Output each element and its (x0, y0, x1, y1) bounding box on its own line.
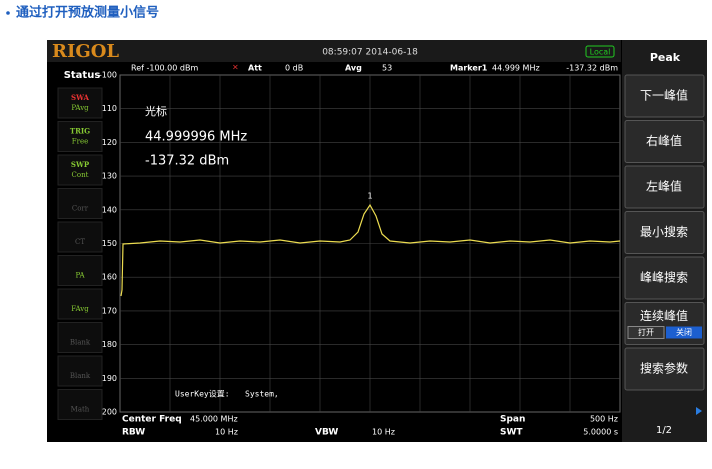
marker-amp: -137.32 dBm (566, 64, 618, 73)
toggle-on-bg (627, 326, 665, 339)
instrument-screen (47, 40, 707, 442)
menu-label[interactable]: 搜索参数 (640, 361, 688, 376)
marker-box-freq: 44.999996 MHz (145, 130, 247, 145)
status-item (57, 288, 103, 320)
bullet (6, 11, 10, 15)
status-item (57, 121, 103, 152)
menu-label[interactable]: 下一峰值 (640, 88, 688, 103)
menu-button[interactable] (624, 165, 705, 209)
y-tick-label: -180 (99, 340, 117, 349)
status-title: Status (64, 70, 101, 81)
marker-box-label: 光标 (145, 104, 167, 118)
y-tick-label: -160 (99, 273, 117, 282)
status-text: PAvg (71, 104, 89, 112)
y-tick-label: -150 (99, 239, 117, 248)
status-text: Blank (70, 372, 91, 380)
datetime: 08:59:07 2014-06-18 (322, 48, 418, 58)
att-star: × (232, 63, 239, 72)
avg: 53 (382, 64, 392, 73)
y-tick-label: -100 (99, 71, 117, 80)
y-tick-label: -120 (99, 138, 117, 147)
status-text: Blank (70, 339, 91, 347)
rbw-label: RBW (122, 428, 145, 438)
att-label: Att (248, 64, 262, 73)
y-tick-label: -130 (99, 172, 117, 181)
status-item (57, 389, 103, 420)
span-label: Span (500, 415, 525, 425)
menu-page: 1/2 (656, 425, 672, 436)
more-arrow (696, 407, 702, 415)
status-item (57, 322, 103, 353)
status-text: Corr (72, 205, 89, 213)
status-item (57, 188, 103, 219)
avg-label: Avg (345, 64, 362, 73)
marker-box-amp: -137.32 dBm (145, 154, 229, 169)
swt: 5.0000 s (583, 428, 618, 437)
y-tick-label: -170 (99, 306, 117, 315)
status-item (57, 355, 103, 387)
ref: Ref -100.00 dBm (131, 64, 198, 73)
y-tick-label: -190 (99, 374, 117, 383)
trace (120, 203, 621, 297)
status-item (57, 221, 103, 253)
toggle-off: 关闭 (676, 327, 692, 337)
center-label: Center Freq (122, 415, 182, 425)
status-item (57, 154, 103, 186)
rbw: 10 Hz (215, 428, 238, 437)
status-item (57, 87, 103, 119)
swt-label: SWT (500, 428, 523, 438)
menu-button[interactable] (624, 120, 705, 163)
status-text: PA (75, 272, 85, 280)
y-tick-label: -110 (99, 104, 117, 113)
menu-button[interactable] (624, 211, 705, 254)
menu-button[interactable] (624, 74, 705, 118)
status-text: FAvg (71, 305, 89, 313)
center: 45.000 MHz (190, 415, 238, 424)
y-tick-label: -140 (99, 205, 117, 214)
status-text: Free (72, 138, 89, 146)
status-text: TRIG (70, 127, 90, 136)
brand: RIGOL (52, 41, 119, 62)
title-bar (47, 40, 621, 62)
menu-label[interactable]: 最小搜索 (640, 224, 688, 239)
span: 500 Hz (590, 415, 618, 424)
menu-title: Peak (650, 51, 681, 64)
status-text: CT (75, 238, 85, 246)
heading: 通过打开预放测量小信号 (16, 5, 159, 21)
toggle-off-bg (666, 326, 702, 339)
toggle-on: 打开 (638, 327, 654, 337)
local: Local (590, 48, 611, 57)
local-box (585, 45, 615, 58)
menu-label[interactable]: 右峰值 (646, 133, 682, 148)
att: 0 dB (285, 64, 303, 73)
status-text: SWP (71, 160, 90, 169)
status-text: SWA (71, 93, 89, 102)
vbw-label: VBW (315, 428, 338, 438)
marker-freq: 44.999 MHz (492, 64, 540, 73)
marker-label: Marker1 (450, 64, 488, 73)
vbw: 10 Hz (372, 428, 395, 437)
menu-label[interactable]: 峰峰搜索 (640, 270, 688, 285)
userkey-value: System, (245, 390, 279, 399)
status-text: Cont (72, 171, 89, 179)
marker-id: 1 (367, 192, 372, 201)
menu-button[interactable] (624, 347, 705, 391)
userkey-label: UserKey设置: (175, 389, 230, 399)
menu-label[interactable]: 左峰值 (646, 179, 682, 194)
status-item (57, 255, 103, 286)
status-text: Math (71, 406, 90, 414)
y-tick-label: -200 (99, 408, 117, 417)
menu-label[interactable]: 连续峰值 (640, 308, 688, 323)
menu-button[interactable] (624, 256, 705, 300)
